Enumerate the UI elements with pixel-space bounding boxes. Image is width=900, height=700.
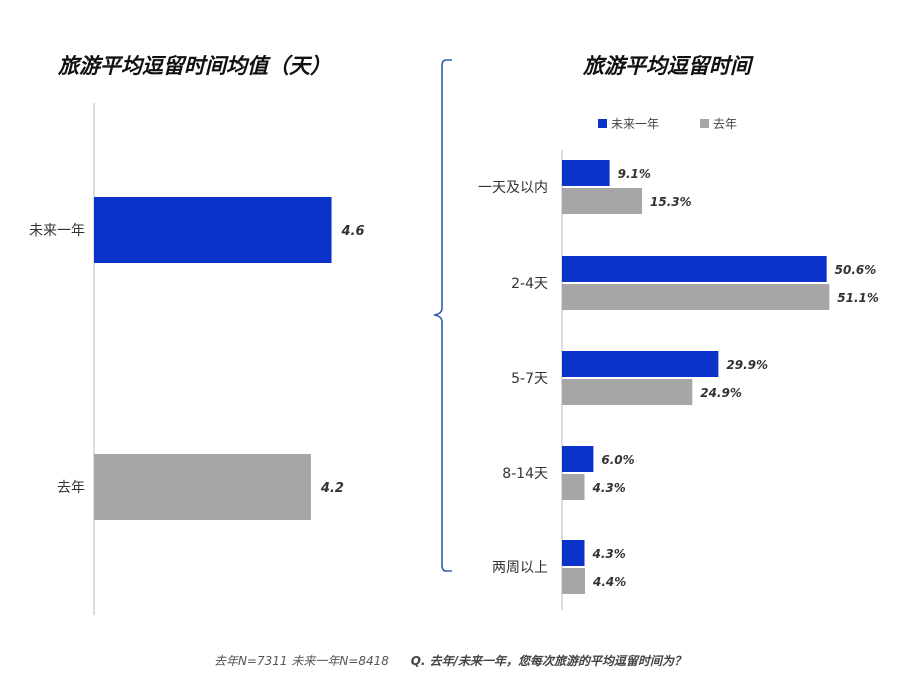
right-value-label: 51.1%	[837, 291, 879, 305]
legend-swatch	[598, 119, 607, 128]
right-category-label: 2-4天	[511, 276, 548, 292]
left-chart-title: 旅游平均逗留时间均值（天）	[58, 54, 331, 78]
left-category-label: 未来一年	[29, 223, 85, 239]
right-value-label: 4.3%	[591, 547, 625, 561]
right-bar-0-0	[562, 160, 610, 186]
right-bar-1-1	[562, 284, 830, 310]
right-bar-0-1	[562, 188, 643, 214]
right-category-label: 一天及以内	[478, 180, 548, 196]
left-value-label: 4.2	[320, 481, 344, 496]
right-value-label: 24.9%	[700, 386, 742, 400]
right-category-label: 8-14天	[502, 466, 548, 482]
footer-note: 去年N=7311 未来一年N=8418 Q. 去年/未来一年，您每次旅游的平均逗…	[0, 652, 900, 669]
sample-size-note: 去年N=7311 未来一年N=8418	[213, 654, 389, 668]
legend-label: 去年	[713, 117, 737, 131]
right-value-label: 4.3%	[591, 481, 625, 495]
right-chart-title: 旅游平均逗留时间	[583, 54, 751, 78]
left-bar-1	[94, 454, 311, 520]
right-category-label: 两周以上	[492, 560, 548, 576]
legend-swatch	[700, 119, 709, 128]
right-bar-1-0	[562, 256, 827, 282]
right-bar-2-1	[562, 379, 693, 405]
bracket-connector	[433, 59, 452, 572]
left-bar-0	[94, 197, 332, 263]
right-value-label: 9.1%	[618, 167, 651, 181]
right-bar-3-0	[562, 446, 594, 472]
survey-question: Q. 去年/未来一年，您每次旅游的平均逗留时间为？	[410, 654, 687, 668]
left-value-label: 4.6	[341, 224, 365, 239]
right-category-label: 5-7天	[511, 371, 548, 387]
right-bar-3-1	[562, 474, 585, 500]
right-bar-4-1	[562, 568, 586, 594]
right-value-label: 15.3%	[650, 195, 692, 209]
right-bar-chart: 9.1% 15.3% 一天及以内 50.6% 51.1% 2-4天 29.9% 24.9% 5-…	[478, 160, 879, 594]
left-category-label: 去年	[57, 480, 85, 496]
right-value-label: 29.9%	[726, 358, 768, 372]
right-value-label: 4.4%	[592, 575, 626, 589]
right-value-label: 6.0%	[601, 453, 634, 467]
right-value-label: 50.6%	[835, 263, 877, 277]
right-bar-2-0	[562, 351, 719, 377]
legend: 未来一年 去年	[598, 117, 737, 131]
left-bar-chart: 未来一年 4.6 去年 4.2	[29, 197, 365, 520]
legend-label: 未来一年	[611, 117, 659, 131]
right-bar-4-0	[562, 540, 585, 566]
